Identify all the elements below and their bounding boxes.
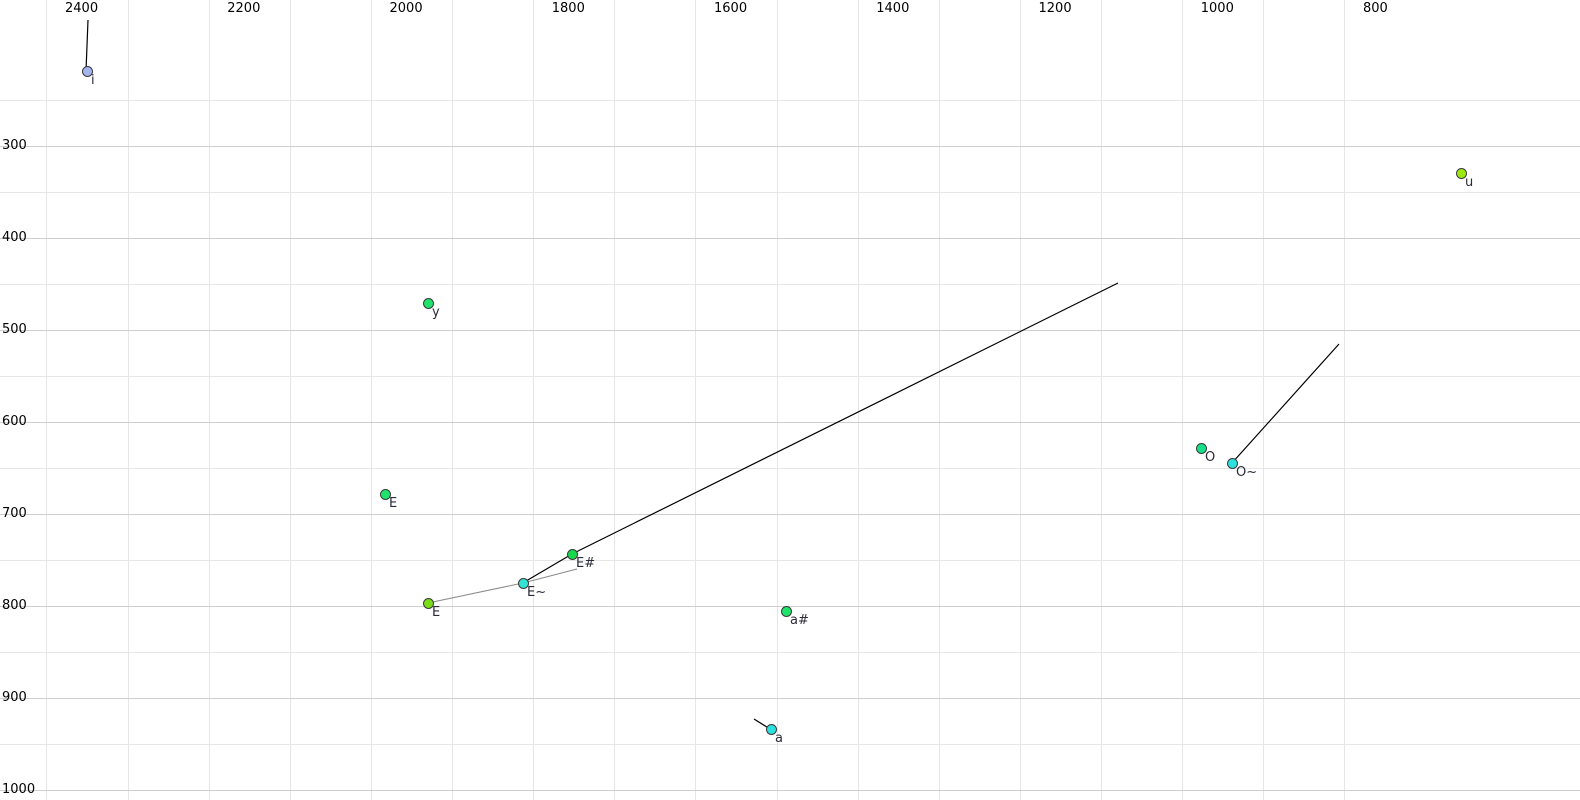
data-point-marker[interactable] (567, 549, 578, 560)
trajectory-line (427, 568, 578, 604)
data-point-marker[interactable] (781, 606, 792, 617)
x-axis-tick-label: 2200 (227, 1, 261, 16)
x-axis-tick-label: 800 (1363, 1, 1388, 16)
data-point-label: O (1205, 450, 1216, 465)
data-point-label: O~ (1236, 465, 1258, 480)
trajectory-line (520, 282, 1119, 585)
trajectory-line (85, 19, 89, 72)
data-point-label: a (775, 731, 783, 746)
trajectory-line (1231, 343, 1340, 464)
data-point-marker[interactable] (1456, 168, 1467, 179)
data-point-label: a# (790, 613, 809, 628)
x-axis-tick-label: 1600 (714, 1, 748, 16)
data-point-marker[interactable] (766, 724, 777, 735)
data-point-marker[interactable] (380, 489, 391, 500)
y-axis-tick-label: 400 (2, 230, 27, 245)
x-axis-tick-label: 2000 (389, 1, 423, 16)
data-point-label: u (1465, 175, 1474, 190)
data-point-label: E (432, 605, 441, 620)
data-point-label: E (389, 496, 398, 511)
y-axis-tick-label: 700 (2, 506, 27, 521)
data-point-label: i (91, 73, 95, 88)
x-axis-tick-label: 2400 (65, 1, 99, 16)
y-axis-tick-label: 600 (2, 414, 27, 429)
data-point-marker[interactable] (423, 298, 434, 309)
data-point-label: E~ (527, 585, 547, 600)
x-axis-tick-label: 1200 (1038, 1, 1072, 16)
y-axis-tick-label: 1000 (2, 782, 36, 797)
y-axis-tick-label: 300 (2, 138, 27, 153)
data-point-marker[interactable] (1196, 443, 1207, 454)
data-point-label: E# (576, 556, 596, 571)
data-point-marker[interactable] (82, 66, 93, 77)
data-point-label: y (432, 305, 440, 320)
data-point-marker[interactable] (423, 598, 434, 609)
y-axis-tick-label: 500 (2, 322, 27, 337)
y-axis-tick-label: 800 (2, 598, 27, 613)
x-axis-tick-label: 1000 (1200, 1, 1234, 16)
data-point-marker[interactable] (518, 578, 529, 589)
x-axis-tick-label: 1800 (551, 1, 585, 16)
x-axis-tick-label: 1400 (876, 1, 910, 16)
data-point-marker[interactable] (1227, 458, 1238, 469)
y-axis-tick-label: 900 (2, 690, 27, 705)
